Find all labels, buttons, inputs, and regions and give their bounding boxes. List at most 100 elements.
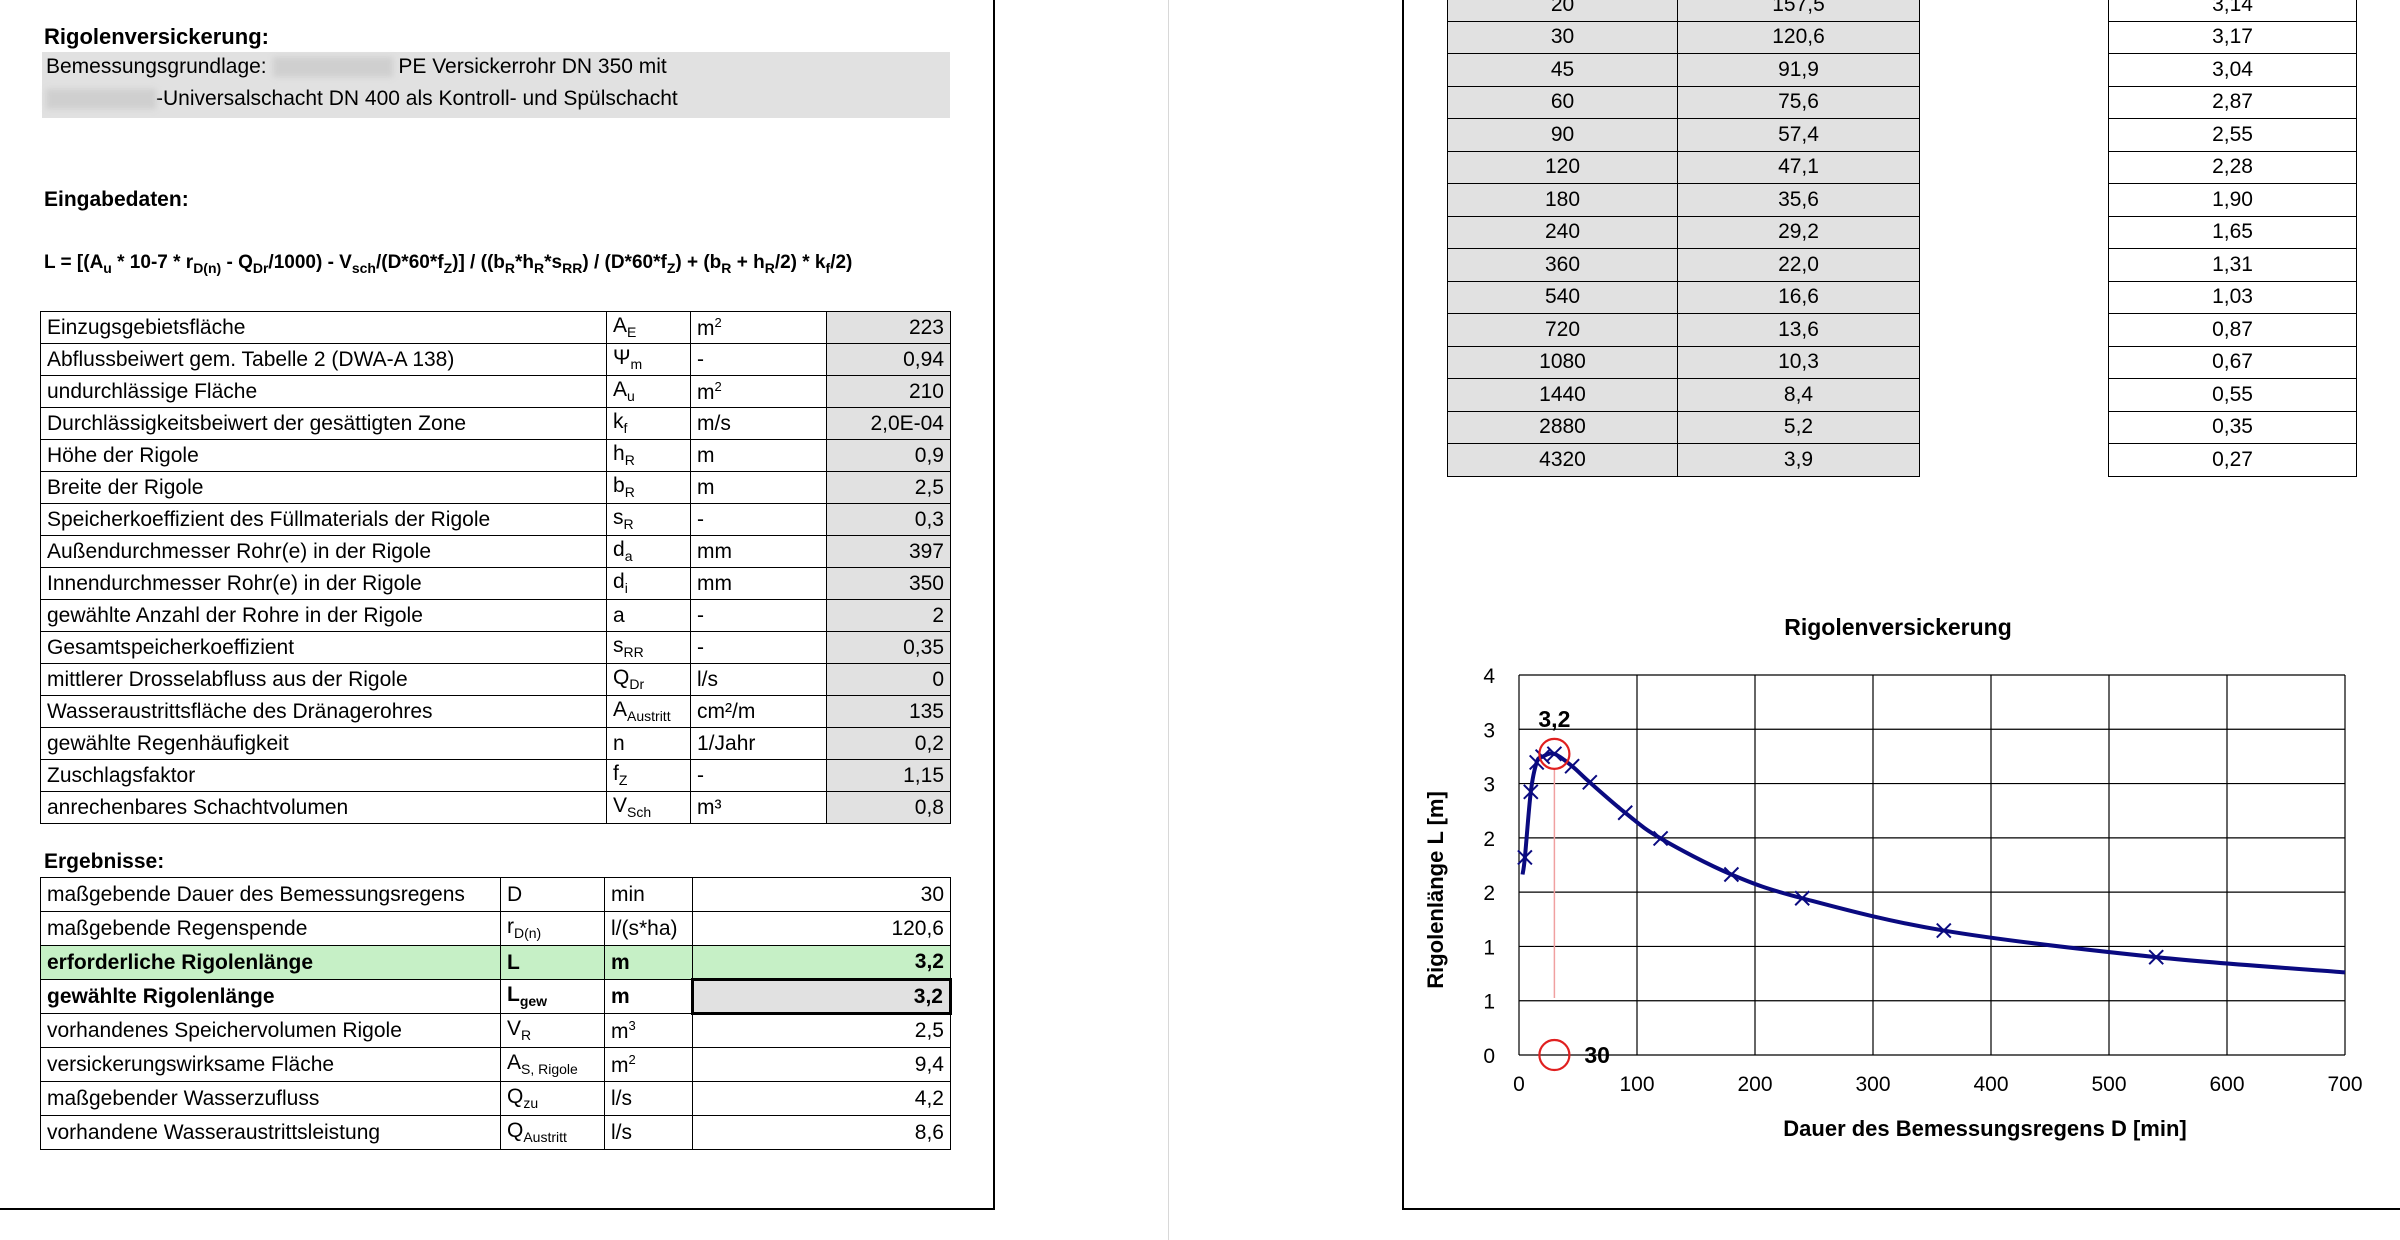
- duration-cell: 90: [1447, 118, 1678, 152]
- symbol-subscript: E: [627, 324, 637, 341]
- max-point-circle: [1538, 737, 1571, 770]
- length-row: 0,55: [2108, 378, 2357, 412]
- length-row: 3,04: [2108, 53, 2357, 87]
- length-row: 1,90: [2108, 183, 2357, 217]
- input-value[interactable]: 135: [826, 695, 951, 728]
- symbol-subscript: R: [521, 1027, 532, 1044]
- rain-row: 4320 3,9: [1447, 443, 1920, 477]
- symbol-subscript: zu: [523, 1095, 539, 1112]
- input-row: Höhe der Rigole hR m 0,9: [40, 439, 951, 472]
- rain-row: 1080 10,3: [1447, 345, 1920, 379]
- right-page-left-border: [1402, 0, 1404, 1210]
- symbol-subscript: Dr: [629, 676, 645, 693]
- rain-intensity-cell: 3,9: [1677, 443, 1920, 477]
- rain-row: 45 91,9: [1447, 53, 1920, 87]
- result-value: 120,6: [692, 911, 951, 946]
- input-value[interactable]: 210: [826, 375, 951, 408]
- input-value[interactable]: 350: [826, 567, 951, 600]
- rain-intensity-cell: 10,3: [1677, 345, 1920, 379]
- unit: m: [697, 380, 715, 404]
- symbol: Q: [507, 1085, 524, 1109]
- result-symbol-cell: AS, Rigole: [500, 1047, 605, 1082]
- data-point-marker: [1936, 922, 1952, 939]
- basis-prefix: Bemessungsgrundlage:: [46, 55, 267, 78]
- input-row: gewählte Anzahl der Rohre in der Rigole a…: [40, 599, 951, 632]
- result-unit-cell: m3: [604, 1013, 693, 1048]
- x-tick-label: 400: [1973, 1073, 2008, 1096]
- input-symbol-cell: QDr: [606, 663, 691, 696]
- input-row: Innendurchmesser Rohr(e) in der Rigole di…: [40, 567, 951, 600]
- symbol: s: [613, 634, 624, 658]
- input-value[interactable]: 223: [826, 311, 951, 344]
- x-tick-label: 200: [1737, 1073, 1772, 1096]
- basis-box: Bemessungsgrundlage: PE Versickerrohr DN…: [42, 52, 950, 118]
- unit: m: [697, 316, 715, 340]
- left-page-right-border: [993, 0, 995, 1210]
- input-symbol-cell: AE: [606, 311, 691, 344]
- input-symbol-cell: VSch: [606, 791, 691, 824]
- result-value: 3,2: [692, 945, 951, 980]
- length-cell: 1,65: [2108, 215, 2357, 249]
- input-symbol-cell: fZ: [606, 759, 691, 792]
- input-value[interactable]: 397: [826, 535, 951, 568]
- duration-cell: 360: [1447, 248, 1678, 282]
- unit: -: [697, 347, 704, 371]
- duration-cell: 1440: [1447, 378, 1678, 412]
- rain-intensity-cell: 29,2: [1677, 215, 1920, 249]
- duration-cell: 60: [1447, 85, 1678, 119]
- unit: m: [611, 1019, 629, 1043]
- rain-row: 540 16,6: [1447, 280, 1920, 314]
- input-value[interactable]: 2: [826, 599, 951, 632]
- y-tick-label: 3: [1483, 719, 1495, 742]
- result-symbol-cell: Qzu: [500, 1081, 605, 1116]
- data-point-marker: [1523, 784, 1539, 800]
- input-label: gewählte Anzahl der Rohre in der Rigole: [40, 599, 607, 632]
- input-value[interactable]: 0,2: [826, 727, 951, 760]
- input-unit-cell: cm²/m: [690, 695, 827, 728]
- input-row: Gesamtspeicherkoeffizient sRR -0,35: [40, 631, 951, 664]
- result-unit-cell: l/s: [604, 1081, 693, 1116]
- rain-row: 20 157,5: [1447, 0, 1920, 22]
- input-value[interactable]: 0,8: [826, 791, 951, 824]
- result-value[interactable]: 3,2: [691, 978, 952, 1015]
- result-value: 4,2: [692, 1081, 951, 1116]
- input-value[interactable]: 0,35: [826, 631, 951, 664]
- input-symbol-cell: AAustritt: [606, 695, 691, 728]
- input-unit-cell: -: [690, 503, 827, 536]
- input-unit-cell: m2: [690, 375, 827, 408]
- input-unit-cell: -: [690, 599, 827, 632]
- unit: m: [611, 950, 630, 974]
- unit-superscript: 3: [628, 1017, 636, 1033]
- input-value[interactable]: 1,15: [826, 759, 951, 792]
- length-row: 2,87: [2108, 85, 2357, 119]
- length-cell: 1,31: [2108, 248, 2357, 282]
- rain-row: 90 57,4: [1447, 118, 1920, 152]
- data-point-marker: [1546, 746, 1563, 762]
- symbol: L: [507, 983, 520, 1007]
- input-value[interactable]: 0,9: [826, 439, 951, 472]
- unit-superscript: 2: [714, 314, 722, 330]
- length-table: 3,14 3,17 3,04 2,87 2,55 2,28 1,90 1,65 1,31 1,03…: [2108, 0, 2357, 477]
- length-row: 0,27: [2108, 443, 2357, 477]
- result-label: versickerungswirksame Fläche: [40, 1047, 501, 1082]
- unit: l/s: [697, 667, 718, 691]
- input-value[interactable]: 0,94: [826, 343, 951, 376]
- input-symbol-cell: a: [606, 599, 691, 632]
- result-row: maßgebender Wasserzufluss Qzu l/s 4,2: [40, 1081, 951, 1116]
- symbol: d: [613, 570, 625, 594]
- input-value[interactable]: 0,3: [826, 503, 951, 536]
- rain-row: 120 47,1: [1447, 150, 1920, 184]
- input-value[interactable]: 2,0E-04: [826, 407, 951, 440]
- length-cell: 0,27: [2108, 443, 2357, 477]
- result-symbol-cell: QAustritt: [500, 1115, 605, 1150]
- y-tick-label: 2: [1483, 882, 1495, 905]
- page-gap-divider: [1168, 0, 1169, 1240]
- input-label: undurchlässige Fläche: [40, 375, 607, 408]
- input-row: Außendurchmesser Rohr(e) in der Rigole da…: [40, 535, 951, 568]
- input-value[interactable]: 0: [826, 663, 951, 696]
- input-value[interactable]: 2,5: [826, 471, 951, 504]
- data-point-marker: [1517, 849, 1533, 866]
- data-point-marker: [2148, 949, 2164, 965]
- rain-intensity-cell: 5,2: [1677, 410, 1920, 444]
